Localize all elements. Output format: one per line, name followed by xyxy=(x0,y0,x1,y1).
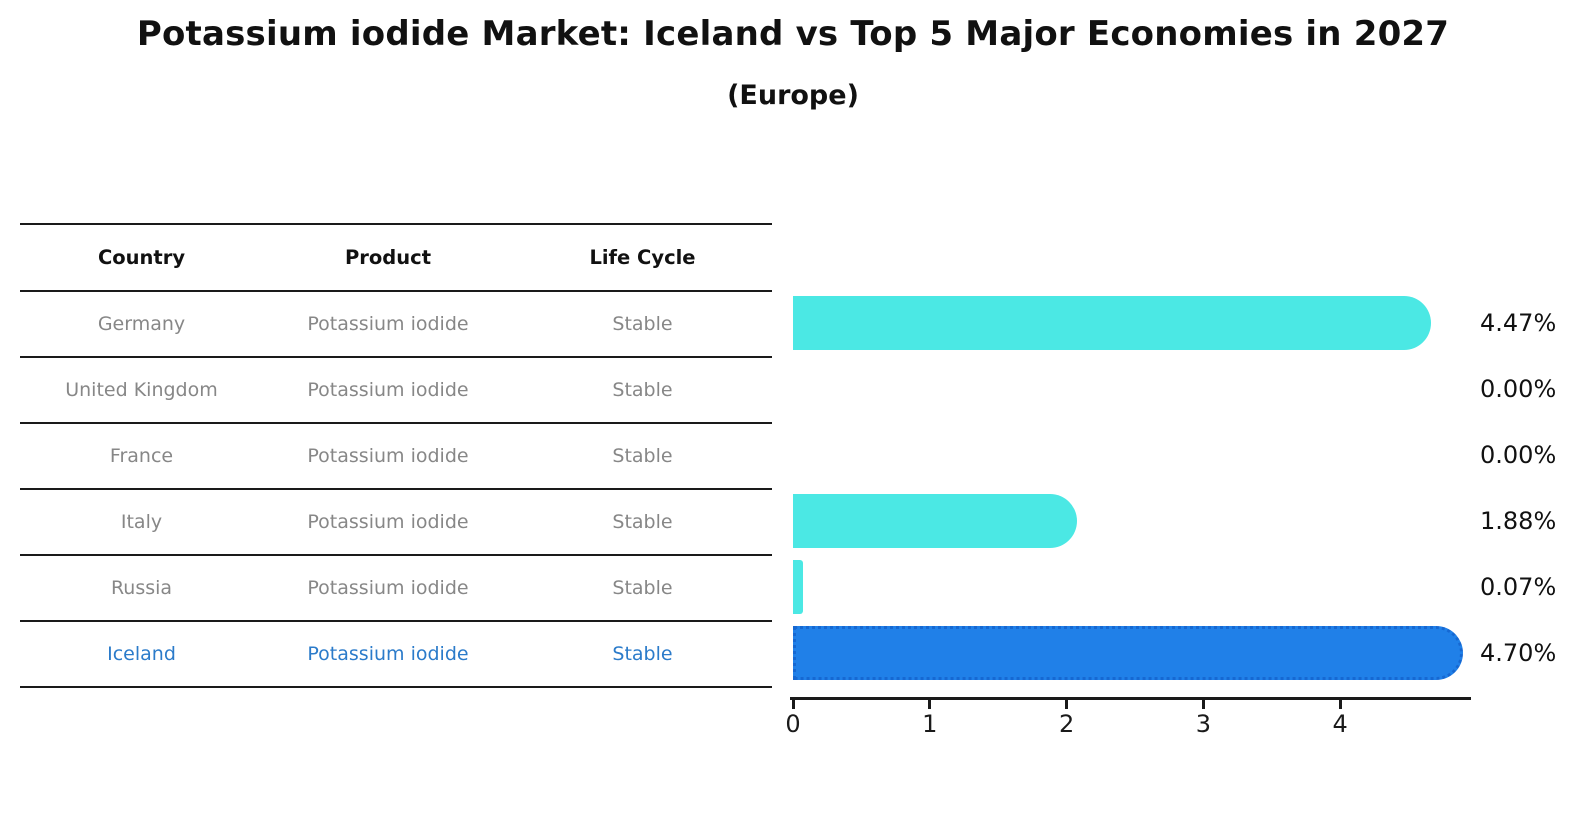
cell-country: Germany xyxy=(97,313,186,335)
table-row-russia: Russia Potassium iodide Stable xyxy=(20,556,772,622)
cell-country: Russia xyxy=(110,577,173,599)
x-tick-label: 3 xyxy=(1195,710,1212,738)
cell-product: Potassium iodide xyxy=(307,577,469,599)
value-label-italy: 1.88% xyxy=(1480,507,1557,535)
cell-life-cycle: Stable xyxy=(612,577,673,599)
table-header-row: Country Product Life Cycle xyxy=(20,225,772,292)
column-header-product: Product xyxy=(344,246,432,269)
cell-country: United Kingdom xyxy=(65,379,218,401)
chart-subtitle: (Europe) xyxy=(727,80,859,111)
country-table: Country Product Life Cycle Germany Potass… xyxy=(20,223,772,688)
bar-russia xyxy=(793,560,803,614)
cell-country: Iceland xyxy=(107,643,176,665)
cell-product: Potassium iodide xyxy=(307,511,469,533)
x-tick-label: 2 xyxy=(1058,710,1075,738)
bar-germany xyxy=(793,296,1431,350)
cell-country: France xyxy=(109,445,174,467)
cell-life-cycle: Stable xyxy=(612,379,673,401)
x-tick-label: 0 xyxy=(785,710,801,738)
cell-life-cycle: Stable xyxy=(612,643,673,665)
table-row-iceland: Iceland Potassium iodide Stable xyxy=(20,622,772,688)
x-tick-label: 1 xyxy=(922,710,938,738)
x-tick xyxy=(791,699,795,709)
table-row-united-kingdom: United Kingdom Potassium iodide Stable xyxy=(20,358,772,424)
x-axis-line xyxy=(790,697,1471,700)
x-tick xyxy=(928,699,932,709)
table-row-germany: Germany Potassium iodide Stable xyxy=(20,292,772,358)
value-label-france: 0.00% xyxy=(1480,441,1557,469)
column-header-country: Country xyxy=(97,246,186,269)
x-tick xyxy=(1338,699,1342,709)
x-tick xyxy=(1065,699,1069,709)
bar-italy xyxy=(793,494,1077,548)
cell-product: Potassium iodide xyxy=(307,313,469,335)
cell-product: Potassium iodide xyxy=(307,379,469,401)
x-tick-label: 4 xyxy=(1332,710,1348,738)
value-label-russia: 0.07% xyxy=(1480,573,1557,601)
cell-product: Potassium iodide xyxy=(307,643,469,665)
value-label-germany: 4.47% xyxy=(1480,309,1557,337)
table-body: Germany Potassium iodide Stable United King… xyxy=(20,292,772,688)
cell-life-cycle: Stable xyxy=(612,445,673,467)
value-label-iceland: 4.70% xyxy=(1480,639,1557,667)
table-row-italy: Italy Potassium iodide Stable xyxy=(20,490,772,556)
chart-title: Potassium iodide Market: Iceland vs Top … xyxy=(136,14,1450,54)
cell-product: Potassium iodide xyxy=(307,445,469,467)
table-row-france: France Potassium iodide Stable xyxy=(20,424,772,490)
column-header-life-cycle: Life Cycle xyxy=(589,246,696,269)
x-tick xyxy=(1201,699,1205,709)
cell-life-cycle: Stable xyxy=(612,313,673,335)
cell-country: Italy xyxy=(120,511,163,533)
bar-iceland xyxy=(793,626,1463,680)
cell-life-cycle: Stable xyxy=(612,511,673,533)
value-label-united-kingdom: 0.00% xyxy=(1480,375,1557,403)
